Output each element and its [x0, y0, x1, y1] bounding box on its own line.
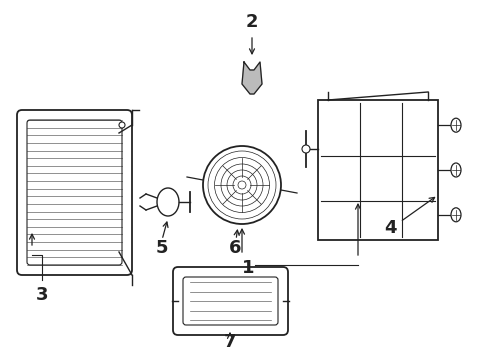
Circle shape — [302, 145, 310, 153]
Text: 4: 4 — [384, 219, 396, 237]
Text: 6: 6 — [229, 239, 241, 257]
Text: 3: 3 — [36, 286, 48, 304]
Polygon shape — [242, 62, 262, 94]
Ellipse shape — [451, 208, 461, 222]
FancyBboxPatch shape — [173, 267, 288, 335]
Circle shape — [119, 122, 125, 128]
Text: 5: 5 — [156, 239, 168, 257]
Text: 1: 1 — [242, 259, 254, 277]
Ellipse shape — [157, 188, 179, 216]
Text: 7: 7 — [224, 333, 236, 351]
Text: 2: 2 — [246, 13, 258, 31]
FancyBboxPatch shape — [17, 110, 132, 275]
Ellipse shape — [451, 163, 461, 177]
FancyBboxPatch shape — [318, 100, 438, 240]
Ellipse shape — [451, 118, 461, 132]
Ellipse shape — [203, 146, 281, 224]
